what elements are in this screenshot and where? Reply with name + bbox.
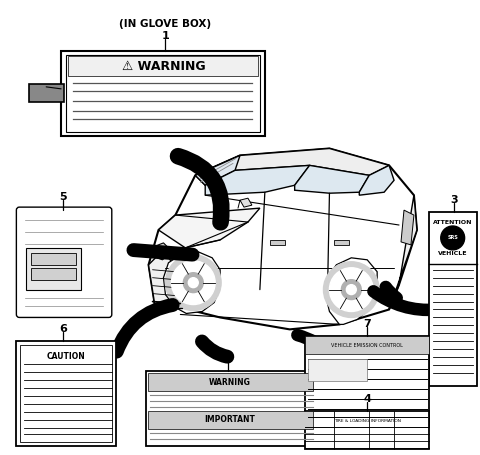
Bar [29,84,64,102]
Polygon shape [164,252,220,313]
Bar [305,336,429,354]
Text: 2: 2 [224,354,232,364]
Text: VEHICLE: VEHICLE [438,251,468,256]
Bar [20,345,112,442]
Text: IMPORTANT: IMPORTANT [204,415,255,425]
Text: 5: 5 [59,192,67,202]
Polygon shape [240,198,252,207]
Text: 3: 3 [450,195,457,205]
Bar [26,248,81,290]
Bar [270,240,285,245]
FancyBboxPatch shape [16,207,112,318]
Text: SRS: SRS [447,235,458,240]
Polygon shape [325,258,377,324]
Circle shape [166,255,221,310]
Text: TIRE & LOADING INFORMATION: TIRE & LOADING INFORMATION [334,419,401,423]
Bar [147,373,312,391]
Bar [305,336,429,426]
Bar [147,411,312,429]
Text: 6: 6 [59,324,67,334]
Text: 4: 4 [363,394,371,404]
Bar [66,55,260,131]
Bar [429,212,477,386]
Text: ⚠ WARNING: ⚠ WARNING [121,60,205,72]
Text: (IN GLOVE BOX): (IN GLOVE BOX) [120,19,212,29]
Polygon shape [149,250,180,309]
Bar [308,359,367,381]
Polygon shape [205,165,310,195]
Text: WARNING: WARNING [209,378,251,387]
Polygon shape [389,195,417,309]
Polygon shape [158,208,260,248]
Circle shape [324,262,379,318]
Bar [31,253,76,265]
Circle shape [188,278,198,288]
Bar [61,51,265,136]
Circle shape [441,226,465,250]
Circle shape [341,280,361,299]
Circle shape [347,285,356,294]
Text: 1: 1 [162,31,169,41]
Polygon shape [195,148,389,185]
Polygon shape [401,210,414,245]
Circle shape [329,268,373,312]
Bar [145,371,314,445]
Text: CAUTION: CAUTION [47,352,85,361]
Circle shape [183,273,203,293]
Text: ATTENTION: ATTENTION [433,219,472,224]
Polygon shape [195,156,240,185]
Bar [31,268,76,280]
Bar [68,56,258,76]
Polygon shape [295,165,369,193]
Text: 7: 7 [363,319,371,329]
Bar [16,341,116,445]
Polygon shape [151,243,172,260]
Polygon shape [149,148,417,329]
Polygon shape [359,165,394,195]
Bar [305,411,429,449]
Text: VEHICLE EMISSION CONTROL: VEHICLE EMISSION CONTROL [331,343,403,348]
Bar [335,240,349,245]
Circle shape [171,261,215,304]
